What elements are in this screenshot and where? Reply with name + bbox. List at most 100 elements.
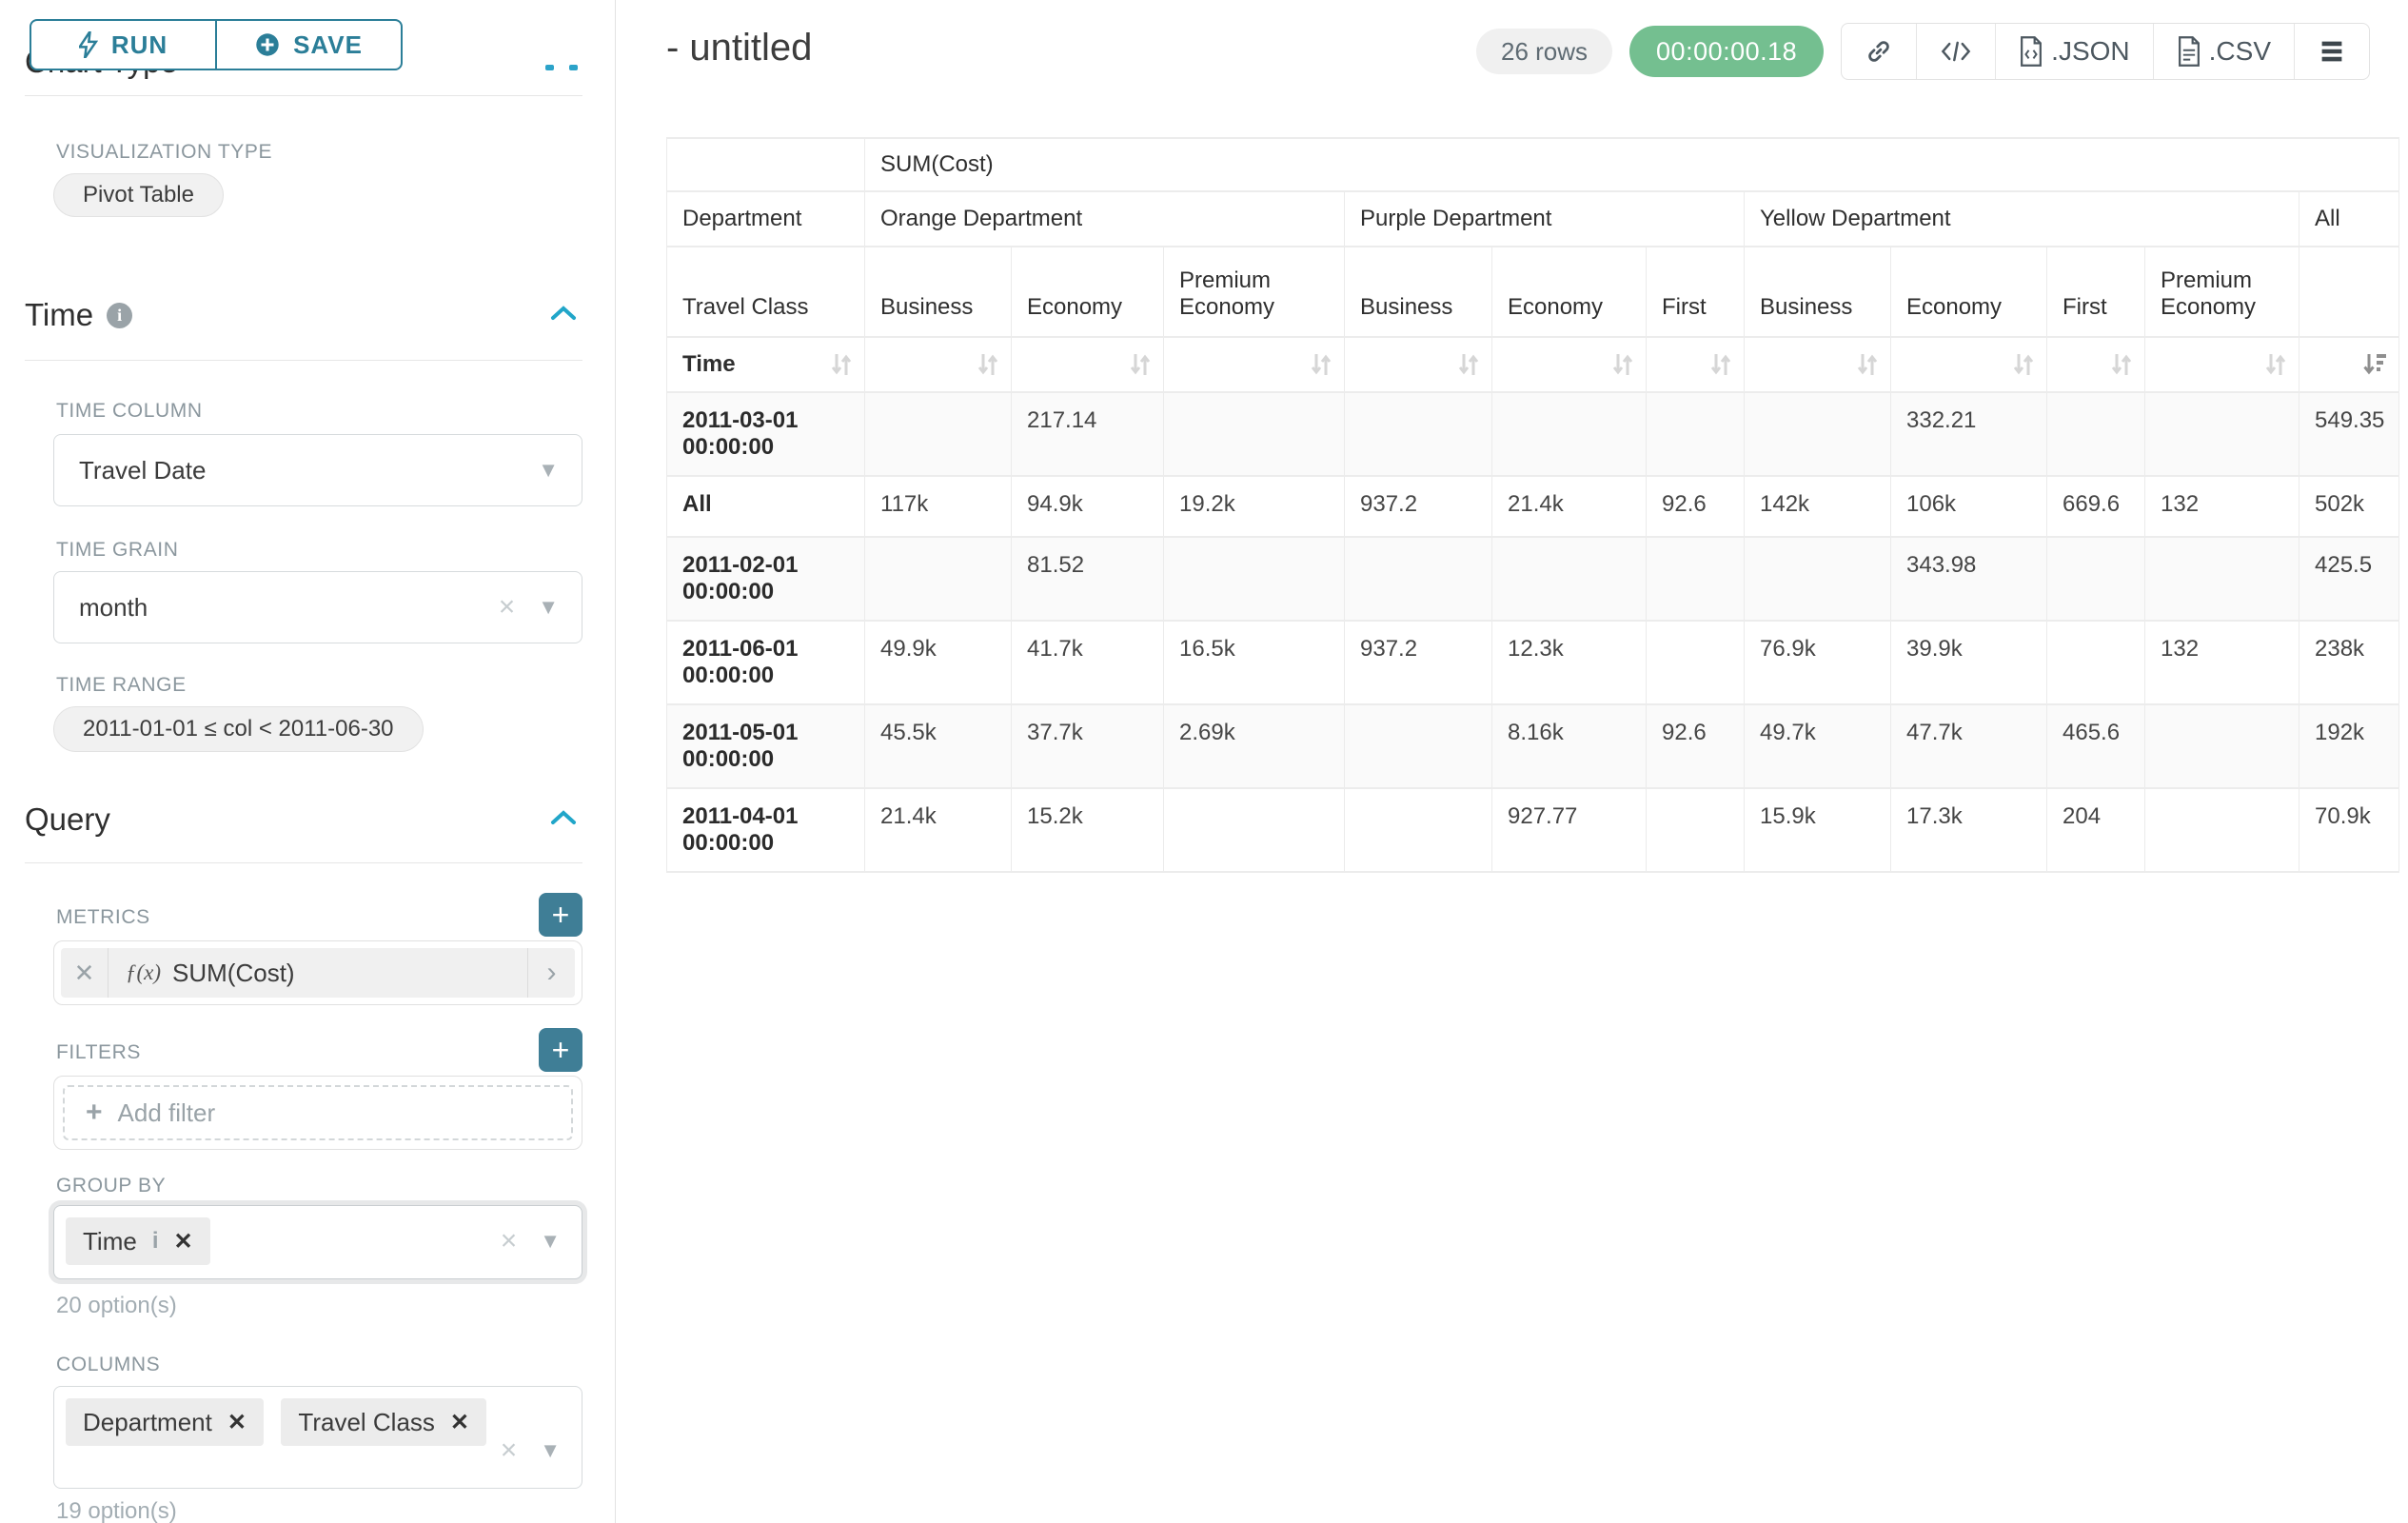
add-metric-button[interactable]: + — [539, 893, 582, 937]
sort-column[interactable] — [2144, 336, 2299, 393]
sort-column[interactable] — [864, 336, 1012, 393]
value-cell: 16.5k — [1163, 620, 1345, 705]
value-cell: 12.3k — [1491, 620, 1647, 705]
value-cell: 92.6 — [1646, 703, 1745, 789]
sort-icon[interactable] — [1709, 352, 1732, 377]
save-button[interactable]: SAVE — [216, 19, 403, 70]
sort-icon[interactable] — [977, 352, 999, 377]
sort-icon[interactable] — [1129, 352, 1152, 377]
sort-column[interactable] — [1646, 336, 1745, 393]
row-count-badge: 26 rows — [1475, 29, 1613, 74]
sort-icon[interactable] — [830, 352, 853, 377]
group-by-options-hint: 20 option(s) — [56, 1293, 177, 1318]
sort-column[interactable] — [1744, 336, 1891, 393]
sort-icon[interactable] — [1856, 352, 1879, 377]
export-json-button[interactable]: .JSON — [1996, 24, 2154, 79]
time-dimension-cell[interactable]: Time — [666, 336, 865, 393]
remove-chip-icon[interactable]: ✕ — [227, 1409, 247, 1435]
remove-chip-icon[interactable]: ✕ — [449, 1409, 470, 1435]
sort-column[interactable] — [1011, 336, 1164, 393]
chart-title[interactable]: - untitled — [666, 27, 813, 69]
time-column-select[interactable]: Travel Date ▼ — [53, 434, 582, 506]
sort-desc-icon[interactable] — [2362, 352, 2387, 377]
sort-icon[interactable] — [2110, 352, 2133, 377]
run-button[interactable]: RUN — [30, 19, 216, 70]
file-text-icon — [2178, 36, 2200, 67]
travel-class-cell: Business — [1344, 246, 1492, 338]
value-cell — [1344, 536, 1492, 622]
clear-icon[interactable]: × — [500, 1434, 518, 1466]
value-cell: 41.7k — [1011, 620, 1164, 705]
sort-column[interactable] — [1890, 336, 2047, 393]
collapse-caret-remnant-icon — [545, 65, 554, 70]
value-cell: 19.2k — [1163, 475, 1345, 538]
filters-label: FILTERS — [56, 1041, 141, 1063]
remove-metric-icon[interactable]: ✕ — [61, 948, 109, 998]
value-cell — [1491, 536, 1647, 622]
control-panel: Chart Type RUN SAVE VISUALIZATION TYPE P… — [0, 0, 616, 1523]
chevron-down-icon[interactable]: ▼ — [540, 1438, 561, 1462]
add-filter-plus-button[interactable]: + — [539, 1028, 582, 1072]
value-cell — [1344, 703, 1492, 789]
value-cell — [1646, 787, 1745, 873]
sort-icon[interactable] — [1611, 352, 1634, 377]
export-csv-button[interactable]: .CSV — [2154, 24, 2295, 79]
hamburger-menu-icon — [2321, 41, 2342, 62]
run-button-label: RUN — [110, 30, 168, 59]
group-by-select[interactable]: Time i ✕ × ▼ — [53, 1205, 582, 1279]
sort-icon[interactable] — [2264, 352, 2287, 377]
sort-column[interactable] — [1344, 336, 1492, 393]
sort-icon[interactable] — [1457, 352, 1480, 377]
function-icon: ƒ(x) — [126, 960, 162, 984]
more-options-button[interactable] — [2295, 24, 2369, 79]
clear-icon[interactable]: × — [500, 1225, 518, 1256]
sort-icon[interactable] — [1310, 352, 1332, 377]
section-divider — [25, 95, 582, 96]
metrics-label: METRICS — [56, 906, 150, 928]
row-label-cell: 2011-05-01 00:00:00 — [666, 703, 865, 789]
travel-class-dimension-cell: Travel Class — [666, 246, 865, 338]
time-section-title: Time — [25, 297, 94, 332]
chip-label: Time — [83, 1226, 137, 1256]
value-cell — [1344, 787, 1492, 873]
row-label-cell: 2011-06-01 00:00:00 — [666, 620, 865, 705]
time-range-pill[interactable]: 2011-01-01 ≤ col < 2011-06-30 — [53, 706, 424, 752]
group-by-label: GROUP BY — [56, 1175, 167, 1197]
query-duration-badge: 00:00:00.18 — [1629, 26, 1825, 77]
row-label-cell: 2011-02-01 00:00:00 — [666, 536, 865, 622]
value-cell — [2144, 703, 2299, 789]
view-query-button[interactable] — [1917, 24, 1997, 79]
query-section-title: Query — [25, 801, 110, 837]
collapse-caret-icon[interactable] — [550, 305, 577, 326]
query-section-header: Query — [25, 801, 110, 838]
travel-class-cell: First — [1646, 246, 1745, 338]
columns-chip-department[interactable]: Department ✕ — [66, 1398, 264, 1446]
columns-chip-travel-class[interactable]: Travel Class ✕ — [281, 1398, 487, 1446]
sort-column[interactable] — [2046, 336, 2145, 393]
clear-icon[interactable]: × — [498, 591, 516, 623]
sort-icon[interactable] — [2012, 352, 2035, 377]
value-cell: 17.3k — [1890, 787, 2047, 873]
copy-link-button[interactable] — [1842, 24, 1918, 79]
chevron-down-icon[interactable]: ▼ — [538, 595, 559, 619]
visualization-type-pill[interactable]: Pivot Table — [53, 173, 224, 217]
sort-column-all[interactable] — [2298, 336, 2400, 393]
time-grain-select[interactable]: month × ▼ — [53, 571, 582, 643]
chevron-down-icon[interactable]: ▼ — [538, 458, 559, 482]
columns-select[interactable]: Department ✕ Travel Class ✕ × ▼ — [53, 1386, 582, 1489]
row-label-cell: All — [666, 475, 865, 538]
value-cell: 21.4k — [1491, 475, 1647, 538]
value-cell: 142k — [1744, 475, 1891, 538]
collapse-caret-icon[interactable] — [550, 809, 577, 831]
sort-column[interactable] — [1163, 336, 1345, 393]
add-filter-button[interactable]: + Add filter — [63, 1085, 573, 1140]
chevron-down-icon[interactable]: ▼ — [540, 1229, 561, 1253]
travel-class-cell: Economy — [1491, 246, 1647, 338]
remove-chip-icon[interactable]: ✕ — [173, 1228, 193, 1255]
sort-column[interactable] — [1491, 336, 1647, 393]
value-cell: 238k — [2298, 620, 2400, 705]
metric-chip[interactable]: ✕ ƒ(x) SUM(Cost) › — [61, 948, 575, 998]
department-group-cell: All — [2298, 190, 2400, 247]
group-by-chip-time[interactable]: Time i ✕ — [66, 1217, 210, 1265]
chevron-right-icon[interactable]: › — [527, 948, 575, 998]
